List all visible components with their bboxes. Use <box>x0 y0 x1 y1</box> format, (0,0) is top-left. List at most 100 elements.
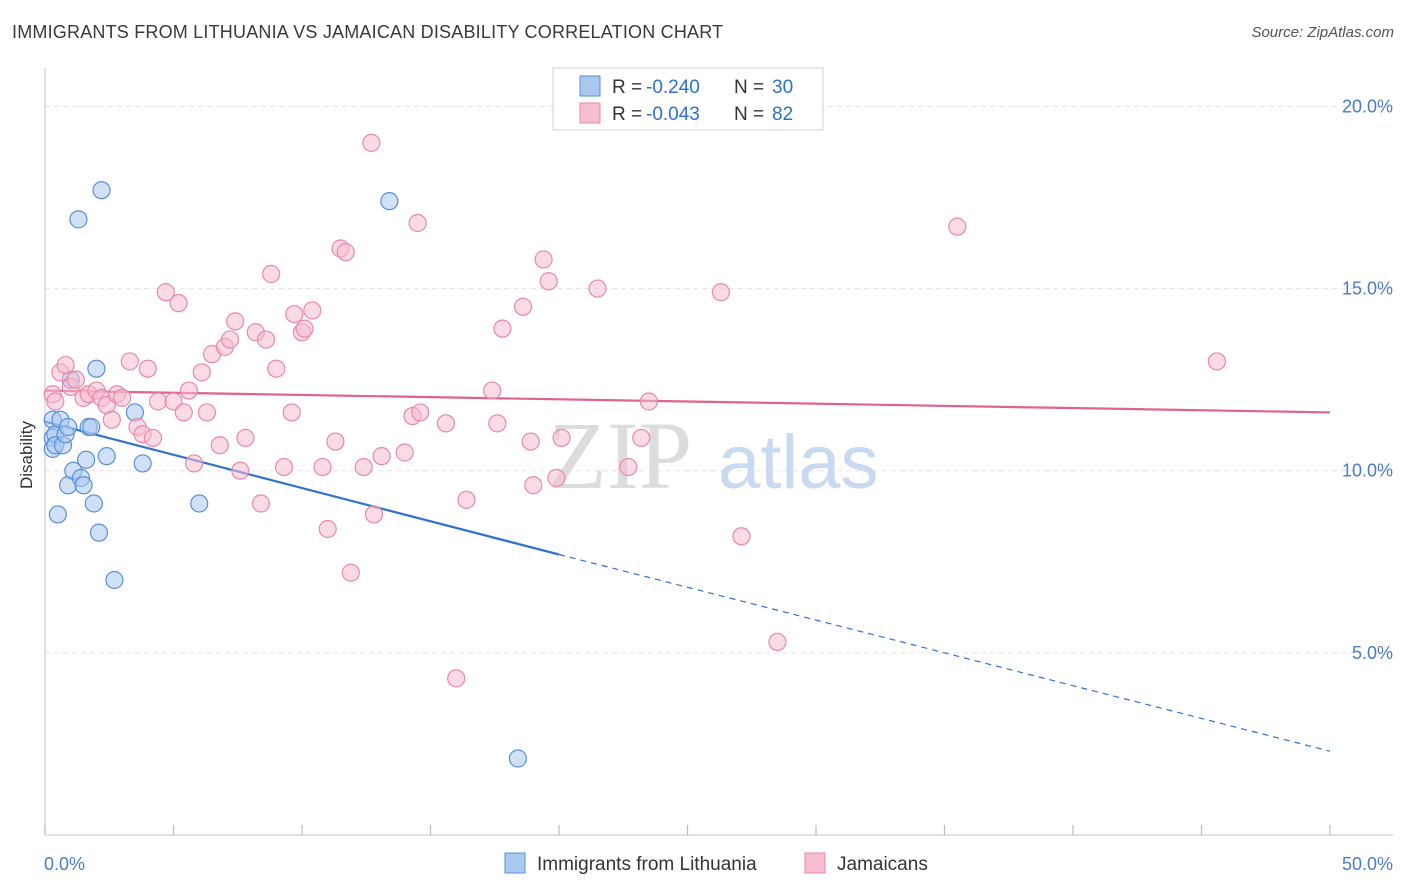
legend-r-label: R = <box>612 77 642 98</box>
legend-r-value: -0.043 <box>646 104 700 125</box>
watermark: ZIP atlas <box>548 402 879 509</box>
jamaican-point <box>256 330 276 349</box>
x-tick-label: 0.0% <box>44 854 85 874</box>
jamaican-point <box>210 436 229 455</box>
lithuania-point <box>48 505 67 524</box>
jamaican-point <box>619 457 638 477</box>
jamaican-point <box>56 355 75 375</box>
jamaican-point <box>336 243 355 262</box>
jamaican-point <box>46 392 65 411</box>
legend-r-value: -0.240 <box>646 77 700 98</box>
lithuania-point <box>133 454 152 473</box>
jamaican-point <box>285 304 304 324</box>
legend-n-value: 82 <box>772 104 793 125</box>
jamaican-point <box>231 461 250 480</box>
jamaican-point <box>362 133 381 152</box>
jamaican-point <box>226 312 245 331</box>
legend-swatch-pink <box>579 102 601 124</box>
jamaican-point <box>236 428 255 448</box>
watermark-atlas: atlas <box>718 420 879 505</box>
jamaican-point <box>184 454 204 473</box>
legend-swatch-blue <box>579 75 601 97</box>
jamaican-point <box>732 527 751 546</box>
lithuania-point <box>69 210 88 229</box>
legend: R = -0.240 N = 30 R = -0.043 N = 82 <box>552 67 824 131</box>
legend-n-value: 30 <box>772 77 793 98</box>
y-tick-label: 15.0% <box>1342 279 1393 299</box>
jamaican-point <box>588 279 607 298</box>
chart-title: IMMIGRANTS FROM LITHUANIA VS JAMAICAN DI… <box>12 22 724 42</box>
jamaican-point <box>493 319 512 338</box>
x-tick-labels: 0.0% 50.0% <box>44 854 1393 874</box>
x-tick-label: 50.0% <box>1342 854 1393 874</box>
jamaican-point <box>524 476 543 495</box>
bottom-legend-label: Jamaicans <box>837 854 928 875</box>
legend-n-label: N = <box>734 104 764 125</box>
jamaican-point <box>138 359 157 378</box>
jamaican-point <box>251 494 270 513</box>
jamaican-trend-line <box>44 389 1331 414</box>
bottom-legend-swatch <box>504 852 526 874</box>
jamaican-point <box>174 403 193 422</box>
jamaican-point <box>295 319 314 338</box>
lithuania-point <box>77 450 96 469</box>
y-tick-label: 10.0% <box>1342 461 1393 481</box>
jamaican-point <box>303 301 322 320</box>
bottom-legend-label: Immigrants from Lithuania <box>537 854 757 875</box>
jamaican-point <box>156 283 175 302</box>
jamaican-point <box>313 457 332 477</box>
lithuania-point <box>59 417 78 437</box>
jamaican-point <box>112 388 132 407</box>
lithuania-trend-extension <box>558 553 1331 752</box>
jamaican-point <box>354 457 373 477</box>
jamaican-point <box>547 468 566 488</box>
jamaican-point <box>436 414 456 433</box>
jamaican-point <box>411 403 430 422</box>
jamaican-point <box>148 392 168 411</box>
jamaican-point <box>632 428 651 448</box>
jamaican-point <box>179 381 199 400</box>
y-axis-title: Disability <box>17 420 36 489</box>
lithuania-trend-line <box>44 420 560 556</box>
jamaican-point <box>282 403 301 422</box>
jamaican-point <box>143 428 163 448</box>
jamaican-point <box>639 392 659 411</box>
gridlines <box>45 105 1393 654</box>
lithuania-point <box>190 494 209 513</box>
bottom-legend-swatch <box>804 852 826 874</box>
lithuania-point <box>92 181 111 200</box>
jamaican-point <box>102 410 121 429</box>
trend-lines <box>44 389 1331 752</box>
bottom-legend: Immigrants from Lithuania Jamaicans <box>504 852 928 875</box>
jamaican-point <box>447 669 466 688</box>
data-points <box>43 133 1227 768</box>
jamaican-point <box>267 359 286 378</box>
jamaican-point <box>364 505 384 524</box>
jamaican-point <box>192 363 211 382</box>
jamaican-point <box>262 264 281 284</box>
source-label: Source: ZipAtlas.com <box>1251 24 1394 41</box>
jamaican-point <box>326 432 345 451</box>
y-tick-label: 5.0% <box>1352 643 1393 663</box>
jamaican-point <box>513 297 533 316</box>
jamaican-point <box>318 519 337 539</box>
jamaican-point <box>169 294 188 313</box>
watermark-zip: ZIP <box>548 402 692 509</box>
jamaican-point <box>521 432 540 451</box>
jamaican-point <box>711 283 731 302</box>
jamaican-point <box>768 632 787 652</box>
jamaican-point <box>372 447 391 466</box>
lithuania-point <box>380 192 399 211</box>
y-tick-labels: 5.0% 10.0% 15.0% 20.0% <box>1342 96 1393 662</box>
lithuania-point <box>105 570 124 590</box>
legend-n-label: N = <box>734 77 764 98</box>
jamaican-point <box>66 370 85 389</box>
jamaican-point <box>220 330 240 349</box>
jamaican-point <box>948 217 967 236</box>
jamaican-point <box>1207 352 1227 371</box>
jamaican-point <box>539 272 558 291</box>
lithuania-point <box>87 359 106 378</box>
lithuania-point <box>84 494 103 513</box>
y-tick-label: 20.0% <box>1342 96 1393 116</box>
